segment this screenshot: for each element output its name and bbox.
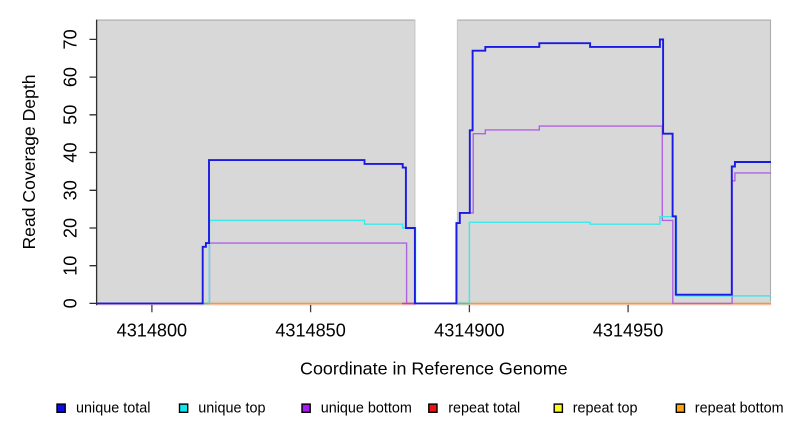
svg-text:4314800: 4314800 [117,321,187,341]
svg-text:10: 10 [61,256,81,276]
svg-text:30: 30 [61,180,81,200]
svg-text:Read Coverage Depth: Read Coverage Depth [19,74,39,249]
svg-text:60: 60 [61,67,81,87]
svg-text:unique top: unique top [198,400,265,416]
svg-text:20: 20 [61,218,81,238]
svg-text:Coordinate in Reference Genome: Coordinate in Reference Genome [300,359,568,379]
svg-text:4314850: 4314850 [275,321,345,341]
svg-text:repeat top: repeat top [573,400,638,416]
svg-text:70: 70 [61,29,81,49]
svg-text:4314900: 4314900 [434,321,504,341]
svg-text:repeat total: repeat total [448,400,520,416]
svg-text:unique bottom: unique bottom [321,400,412,416]
svg-text:0: 0 [61,298,81,308]
svg-text:50: 50 [61,105,81,125]
svg-text:40: 40 [61,142,81,162]
svg-text:unique total: unique total [76,400,150,416]
svg-text:4314950: 4314950 [593,321,663,341]
svg-text:repeat bottom: repeat bottom [695,400,784,416]
